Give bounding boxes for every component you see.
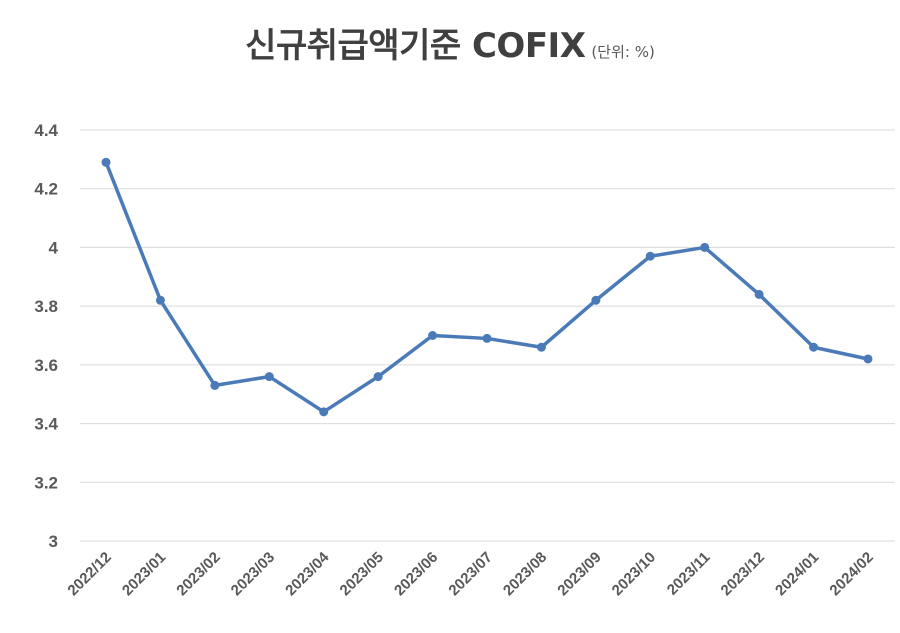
x-tick-label: 2023/06 — [391, 549, 441, 599]
x-tick-label: 2023/09 — [554, 549, 604, 599]
data-point — [700, 242, 710, 252]
x-tick-label: 2023/04 — [282, 548, 333, 599]
chart-unit-note: (단위: %) — [591, 43, 655, 61]
data-point — [645, 251, 655, 261]
chart-title: 신규취급액기준 COFIX (단위: %) — [0, 18, 900, 67]
data-point — [863, 354, 873, 364]
x-tick-label: 2023/03 — [228, 549, 278, 599]
x-tick-label: 2023/05 — [337, 549, 387, 599]
y-axis-tick-labels: 3 3.2 3.4 3.6 3.8 4 4.2 4.4 — [34, 121, 58, 551]
chart-title-text: 신규취급액기준 COFIX — [245, 26, 586, 66]
x-tick-label: 2023/02 — [173, 549, 223, 599]
x-tick-label: 2023/11 — [664, 549, 714, 599]
series-layer — [101, 157, 873, 417]
x-tick-label: 2023/10 — [609, 549, 659, 599]
x-axis-tick-labels: 2022/12 2023/01 2023/02 2023/03 2023/04 2023/… — [64, 548, 876, 599]
y-tick-label: 3 — [49, 532, 58, 551]
data-point — [754, 289, 764, 299]
y-tick-label: 4.2 — [34, 180, 58, 199]
y-tick-label: 3.4 — [34, 415, 58, 434]
data-point — [809, 342, 819, 352]
y-tick-label: 3.6 — [34, 356, 58, 375]
data-point — [373, 372, 383, 382]
x-tick-label: 2023/12 — [718, 549, 768, 599]
x-tick-label: 2023/01 — [119, 549, 169, 599]
data-point — [319, 407, 329, 417]
series-line — [104, 160, 870, 414]
x-tick-label: 2024/01 — [772, 549, 822, 599]
x-tick-label: 2024/02 — [826, 549, 876, 599]
x-tick-label: 2023/07 — [445, 549, 495, 599]
data-point — [155, 295, 165, 305]
data-point — [101, 157, 111, 167]
x-tick-label: 2023/08 — [500, 549, 550, 599]
data-point — [264, 372, 274, 382]
data-point — [428, 331, 438, 340]
gridlines — [80, 129, 895, 542]
data-point — [536, 342, 546, 352]
y-tick-label: 4.4 — [34, 121, 58, 140]
data-point — [591, 295, 601, 305]
y-tick-label: 3.2 — [34, 473, 58, 492]
y-tick-label: 4 — [49, 238, 59, 257]
data-point — [210, 380, 220, 390]
x-tick-label: 2022/12 — [64, 549, 114, 599]
data-point — [482, 333, 492, 343]
y-tick-label: 3.8 — [34, 297, 58, 316]
